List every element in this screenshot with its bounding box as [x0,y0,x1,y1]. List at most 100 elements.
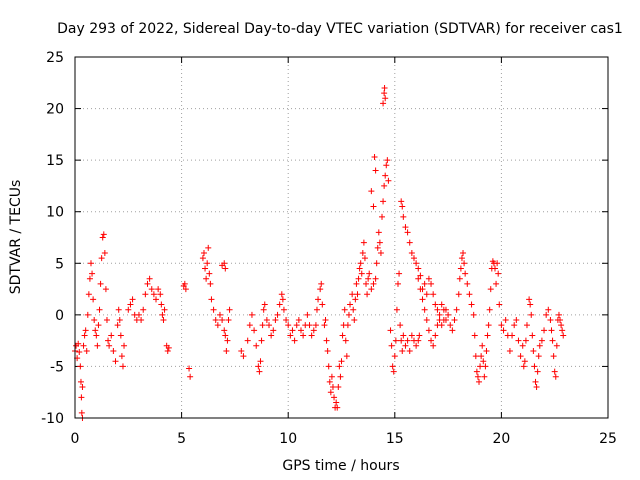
data-point [353,280,360,287]
data-point [515,337,522,344]
data-point [390,368,397,375]
data-point [116,317,123,324]
data-point [222,265,229,272]
data-point [535,353,542,360]
data-point [531,363,538,370]
data-point [321,322,328,329]
data-point [423,291,430,298]
data-point [380,100,387,107]
data-point [253,342,260,349]
data-point [440,317,447,324]
data-point [383,162,390,169]
data-point [355,275,362,282]
data-point [481,373,488,380]
data-point [76,348,83,355]
data-point [402,342,409,349]
data-point [557,317,564,324]
data-point [485,322,492,329]
data-point [547,317,554,324]
data-point [222,332,229,339]
data-point [263,317,270,324]
data-point [402,224,409,231]
x-tick-label: 15 [386,431,404,447]
data-point [225,317,232,324]
data-point [413,260,420,267]
data-point [158,301,165,308]
data-point [278,291,285,298]
data-point [146,275,153,282]
data-point [75,340,82,347]
data-point [478,353,485,360]
data-point [502,317,509,324]
data-point [449,327,456,334]
x-tick-label: 10 [279,431,297,447]
data-point [458,255,465,262]
data-point [352,296,359,303]
data-point [317,286,324,293]
data-point [400,332,407,339]
data-point [274,311,281,318]
data-point [382,172,389,179]
y-tick-label: 10 [46,205,64,221]
data-point [466,291,473,298]
data-point [118,353,125,360]
data-point [97,280,104,287]
data-point [221,260,228,267]
data-point [413,342,420,349]
data-point [397,322,404,329]
data-point [153,296,160,303]
data-point [522,337,529,344]
data-point [477,363,484,370]
data-point [368,188,375,195]
data-point [527,301,534,308]
data-point [210,306,217,313]
data-point [373,260,380,267]
data-point [464,280,471,287]
data-point [363,280,370,287]
data-point [421,280,428,287]
data-point [357,260,364,267]
data-point [164,347,171,354]
data-point [354,291,361,298]
data-point [372,167,379,174]
data-point [338,358,345,365]
tick-labels: 0 5 10 15 20 25 -10 -5 0 5 10 15 20 25 [41,50,617,447]
data-point [460,249,467,256]
data-point [532,378,539,385]
data-point [335,384,342,391]
data-point [140,306,147,313]
data-point [240,353,247,360]
data-point [261,301,268,308]
data-point [87,260,94,267]
data-point [404,229,411,236]
data-point [91,317,98,324]
data-point [468,301,475,308]
data-point [257,358,264,365]
data-point [534,368,541,375]
data-point [342,337,349,344]
data-point [372,275,379,282]
data-point [529,332,536,339]
data-point [92,327,99,334]
data-point [536,342,543,349]
data-point [295,317,302,324]
data-point [268,332,275,339]
data-point [98,255,105,262]
data-point [415,275,422,282]
data-point [361,255,368,262]
data-point [358,270,365,277]
data-point [315,296,322,303]
data-point [492,265,499,272]
data-point [216,311,223,318]
data-point [520,363,527,370]
data-point [434,306,441,313]
data-point [417,272,424,279]
x-axis-label: GPS time / hours [282,458,399,474]
data-point [553,342,560,349]
data-point [526,296,533,303]
data-point [205,244,212,251]
data-point [396,270,403,277]
data-point [436,311,443,318]
data-points [72,84,567,421]
data-point [306,322,313,329]
